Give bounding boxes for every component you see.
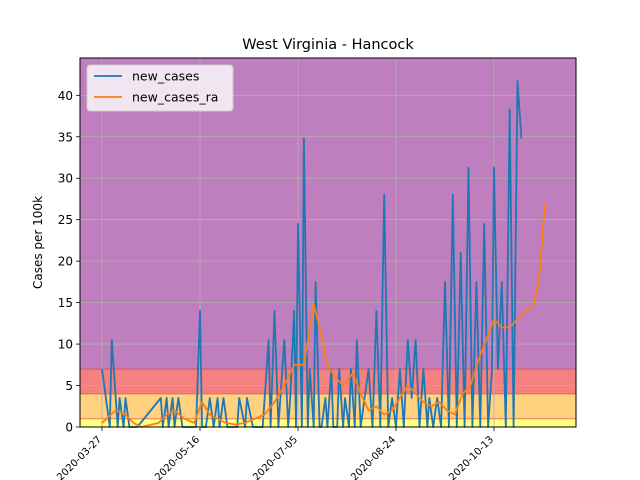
y-tick-label: 25 xyxy=(58,213,73,227)
x-tick-label: 2020-10-13 xyxy=(447,434,496,480)
chart-title: West Virginia - Hancock xyxy=(242,37,414,53)
y-tick-label: 35 xyxy=(58,130,73,144)
x-axis: 2020-03-27 2020-05-16 2020-07-05 2020-08-24… xyxy=(55,427,496,480)
y-tick-label: 0 xyxy=(65,421,73,435)
y-tick-label: 30 xyxy=(58,172,73,186)
y-tick-label: 5 xyxy=(65,379,73,393)
legend: new_cases new_cases_ra xyxy=(86,64,234,112)
y-tick-label: 40 xyxy=(58,89,73,103)
risk-band-2 xyxy=(80,368,576,394)
legend-box xyxy=(86,64,234,112)
x-tick-label: 2020-05-16 xyxy=(153,434,202,480)
x-tick-label: 2020-03-27 xyxy=(55,434,104,480)
y-tick-label: 15 xyxy=(58,296,73,310)
y-axis-label: Cases per 100k xyxy=(31,196,45,289)
x-tick-label: 2020-08-24 xyxy=(349,434,398,480)
plot-frame xyxy=(79,57,577,428)
series-line-new-cases-ra xyxy=(101,203,546,428)
risk-bands xyxy=(80,58,576,427)
x-tick-label: 2020-07-05 xyxy=(251,434,300,480)
legend-label-new-cases-ra: new_cases_ra xyxy=(132,90,218,105)
y-tick-label: 10 xyxy=(58,338,73,352)
y-tick-label: 20 xyxy=(58,255,73,269)
y-axis: 0 5 10 15 20 25 30 35 40 xyxy=(58,89,80,435)
legend-label-new-cases: new_cases xyxy=(132,69,199,84)
